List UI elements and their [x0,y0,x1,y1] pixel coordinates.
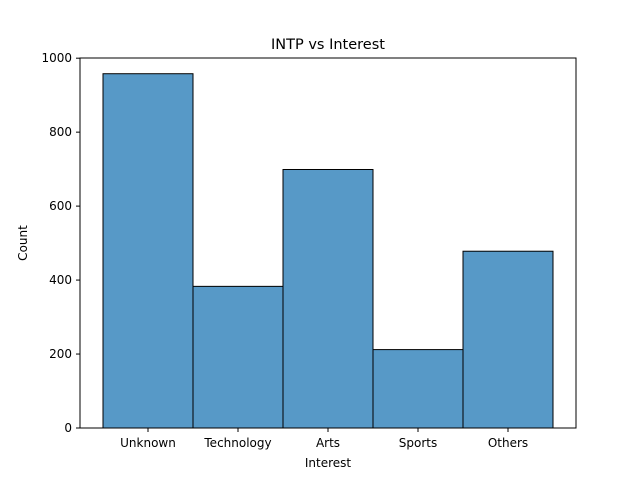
y-tick-label: 1000 [41,51,72,65]
x-tick-label: Unknown [120,436,176,450]
bar-technology [192,285,284,429]
bars-group [102,73,554,429]
y-axis-ticks: 0 200 400 600 800 1000 [41,51,80,435]
y-tick-label: 400 [49,273,72,287]
plot-frame [79,57,577,429]
x-tick-label: Others [488,436,528,450]
x-axis-ticks: Unknown Technology Arts Sports Others [120,428,528,450]
x-tick-label: Sports [399,436,437,450]
x-tick-label: Arts [316,436,340,450]
bar-sports [372,349,464,429]
chart-title: INTP vs Interest [271,37,385,53]
y-axis-label: Count [16,225,30,261]
bar-unknown [102,73,194,429]
x-axis-label: Interest [305,456,352,470]
y-tick-label: 0 [64,421,72,435]
y-tick-label: 600 [49,199,72,213]
y-tick-label: 800 [49,125,72,139]
x-tick-label: Technology [203,436,271,450]
bar-arts [282,168,374,429]
y-tick-label: 200 [49,347,72,361]
bar-others [462,250,554,429]
